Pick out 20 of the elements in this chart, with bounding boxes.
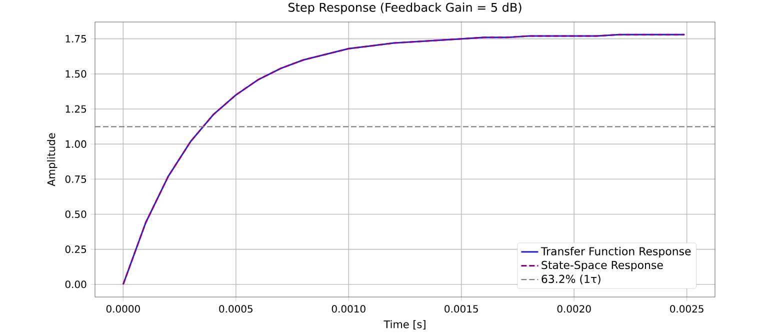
y-tick-label: 1.00 — [66, 140, 86, 148]
y-tick-label: 1.50 — [66, 70, 86, 78]
chart-title: Step Response (Feedback Gain = 5 dB) — [288, 2, 522, 14]
x-tick-label: 0.0010 — [332, 305, 366, 313]
y-tick-label: 0.00 — [65, 280, 86, 288]
x-tick-label: 0.0000 — [106, 305, 140, 313]
x-axis-title: Time [s] — [384, 320, 426, 330]
y-axis-title: Amplitude — [47, 133, 58, 186]
legend-label: 63.2% (1τ) — [542, 274, 600, 284]
x-tick-label: 0.0015 — [444, 305, 478, 313]
x-tick-label: 0.0005 — [219, 305, 252, 313]
y-tick-label: 1.75 — [66, 35, 86, 43]
y-tick-label: 0.25 — [65, 246, 86, 254]
x-tick-label: 0.0020 — [557, 305, 591, 313]
y-tick-label: 1.25 — [66, 105, 86, 113]
legend-label: State-Space Response — [542, 260, 663, 272]
y-tick-label: 0.75 — [65, 175, 86, 183]
x-tick-label: 0.0025 — [670, 305, 704, 313]
legend-label: Transfer Function Response — [540, 246, 691, 258]
y-tick-label: 0.50 — [65, 210, 86, 218]
